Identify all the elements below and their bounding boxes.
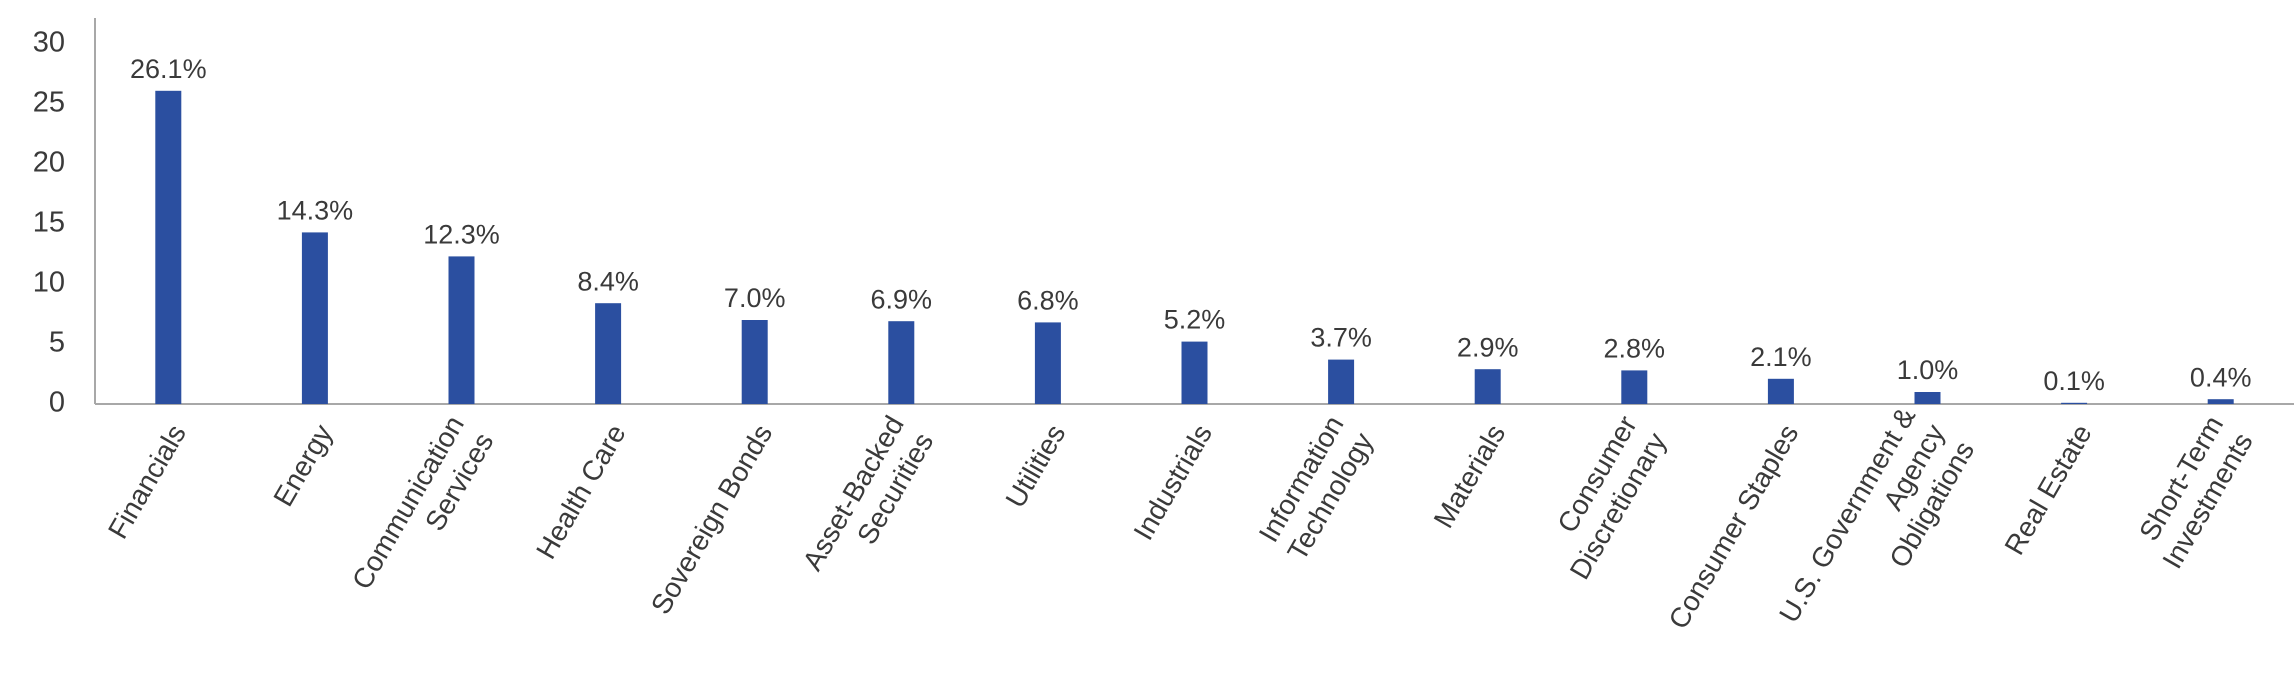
- bar: [301, 232, 328, 404]
- value-label: 0.4%: [2190, 362, 2252, 392]
- bar: [1474, 369, 1501, 404]
- bar: [741, 320, 768, 404]
- value-label: 12.3%: [423, 220, 500, 250]
- bar: [448, 256, 475, 404]
- value-label: 3.7%: [1310, 323, 1372, 353]
- x-tick-label: Short-TermInvestments: [2127, 411, 2259, 574]
- value-label: 5.2%: [1164, 305, 1226, 335]
- x-tick-label: Energy: [267, 419, 338, 511]
- bar: [155, 90, 182, 405]
- bar: [2061, 402, 2088, 404]
- bar: [888, 321, 915, 404]
- value-label: 2.9%: [1457, 332, 1519, 362]
- bar: [595, 303, 622, 404]
- y-tick-label: 0: [49, 387, 65, 419]
- x-tick-label: Health Care: [530, 419, 632, 564]
- bar: [2207, 399, 2234, 404]
- y-tick-label: 5: [49, 327, 65, 359]
- x-tick-label: Real Estate: [1998, 419, 2097, 560]
- x-tick-label: Utilities: [1000, 419, 1072, 513]
- bar: [1034, 322, 1061, 404]
- value-label: 6.9%: [871, 284, 933, 314]
- bar: [1914, 392, 1941, 404]
- x-tick-label: Materials: [1428, 419, 1512, 533]
- x-tick-label: Industrials: [1127, 419, 1218, 545]
- value-label: 1.0%: [1897, 355, 1959, 385]
- value-label: 14.3%: [277, 196, 354, 226]
- y-tick-label: 20: [33, 147, 65, 179]
- y-tick-label: 15: [33, 207, 65, 239]
- y-tick-label: 30: [33, 27, 65, 59]
- x-tick-label: Sovereign Bonds: [645, 419, 778, 619]
- x-tick-label: U.S. Government &AgencyObligations: [1773, 402, 1980, 662]
- value-label: 26.1%: [130, 54, 207, 84]
- value-label: 6.8%: [1017, 286, 1079, 316]
- value-label: 2.8%: [1604, 334, 1666, 364]
- x-tick-label: InformationTechnology: [1252, 411, 1379, 566]
- y-tick-label: 25: [33, 87, 65, 119]
- bar: [1181, 341, 1208, 404]
- x-tick-label: Financials: [102, 419, 192, 544]
- bar: [1621, 370, 1648, 404]
- x-tick-label: CommunicationServices: [346, 411, 500, 612]
- y-tick-label: 10: [33, 267, 65, 299]
- bar: [1767, 378, 1794, 404]
- value-label: 0.1%: [2043, 366, 2105, 396]
- bar: [1328, 359, 1355, 404]
- value-label: 2.1%: [1750, 342, 1812, 372]
- x-tick-label: ConsumerDiscretionary: [1535, 411, 1673, 585]
- x-tick-label: Asset-BackedSecurities: [797, 411, 940, 593]
- value-label: 7.0%: [724, 283, 786, 313]
- value-label: 8.4%: [577, 266, 639, 296]
